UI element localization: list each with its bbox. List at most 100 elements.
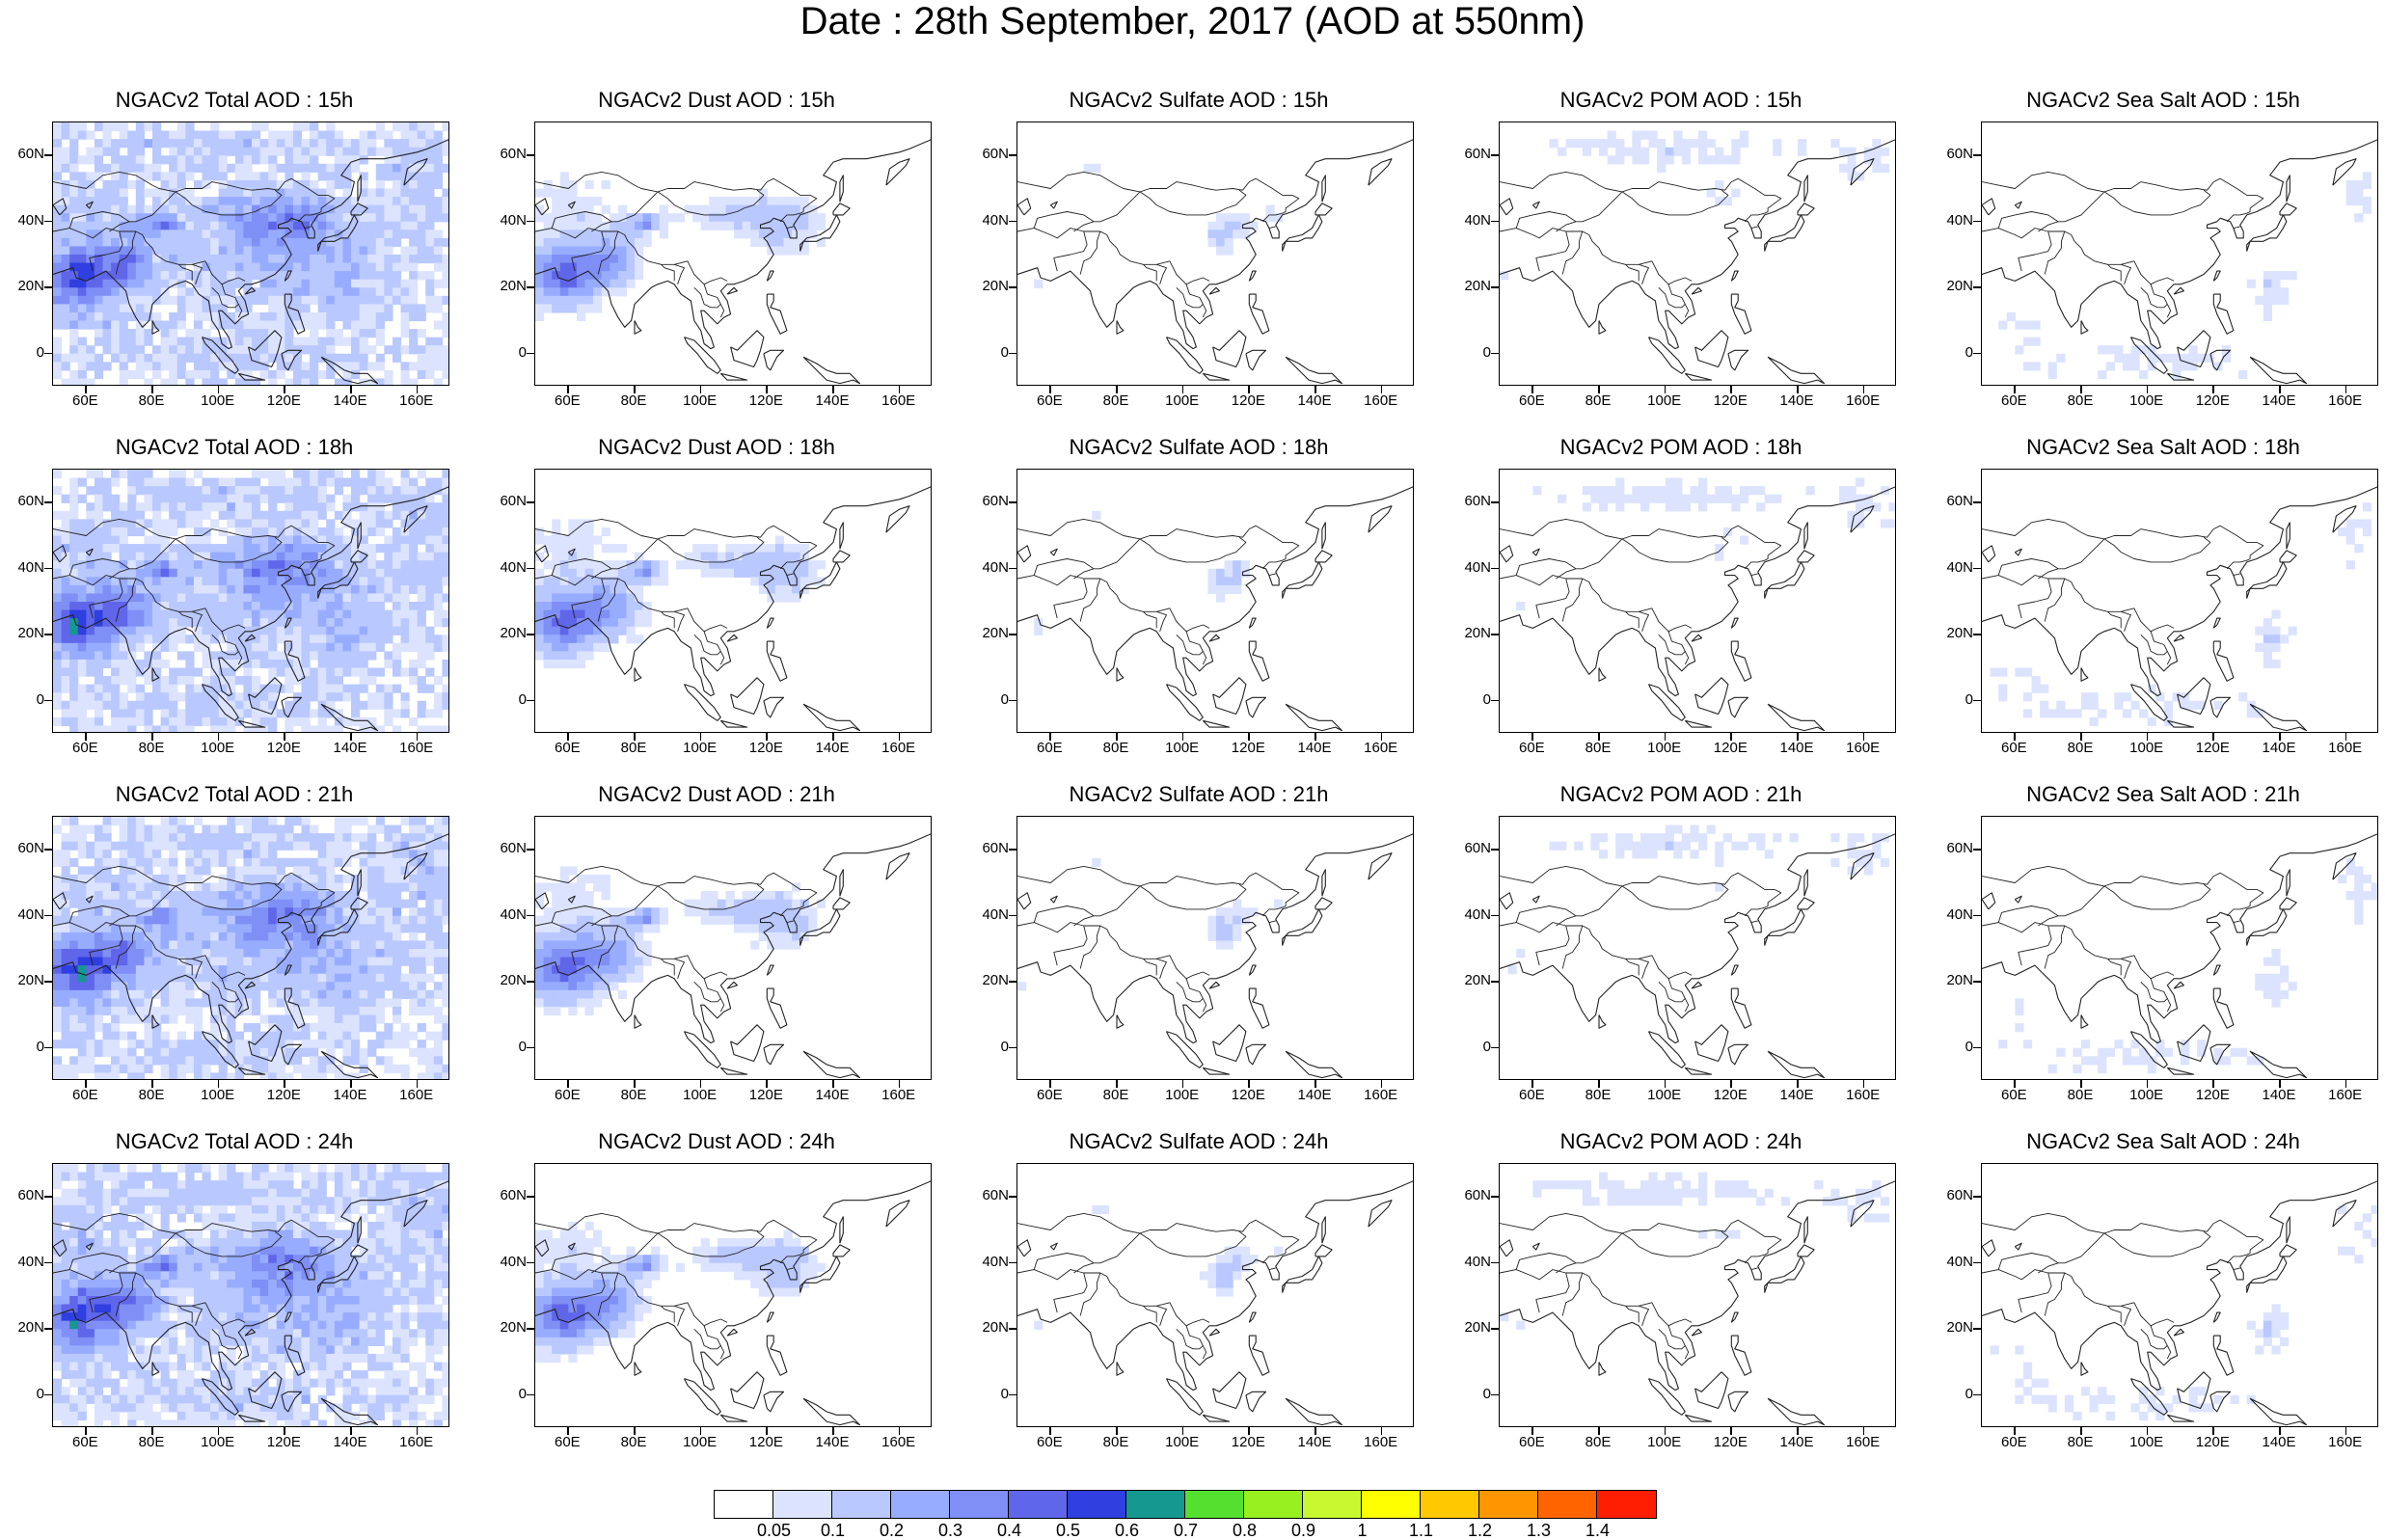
longitude-tick [2080, 386, 2082, 393]
panel-title: NGACv2 Sea Salt AOD : 24h [1929, 1128, 2385, 1155]
latitude-tick [527, 221, 534, 223]
latitude-tick [527, 1262, 534, 1264]
longitude-tick-label: 80E [139, 1088, 165, 1103]
latitude-tick [1491, 1047, 1499, 1049]
latitude-tick-label: 40N [1946, 907, 1973, 923]
colorbar-swatch [1597, 1491, 1656, 1518]
longitude-tick-label: 140E [2262, 393, 2295, 409]
latitude-tick-label: 0 [1965, 692, 1973, 708]
longitude-tick-label: 120E [2196, 741, 2230, 756]
longitude-tick-label: 60E [555, 393, 581, 409]
colorbar-label: 0.7 [1174, 1521, 1198, 1540]
aod-field-map [1982, 817, 2378, 1080]
longitude-tick-label: 80E [1103, 393, 1129, 409]
latitude-tick-label: 0 [37, 1387, 44, 1402]
longitude-tick-label: 100E [1647, 393, 1681, 409]
longitude-tick [832, 733, 834, 741]
latitude-tick-label: 40N [1464, 907, 1491, 923]
coastlines [1500, 1180, 1896, 1425]
longitude-tick [1116, 1427, 1118, 1435]
longitude-tick [899, 1427, 901, 1435]
longitude-tick [1665, 386, 1667, 393]
latitude-tick-label: 20N [500, 973, 527, 988]
panel-title: NGACv2 Dust AOD : 15h [482, 87, 951, 114]
longitude-tick-label: 60E [1519, 393, 1545, 409]
latitude-tick-label: 20N [982, 279, 1009, 294]
longitude-tick [2212, 386, 2214, 393]
latitude-tick-label: 20N [1464, 626, 1491, 641]
colorbar-swatch [950, 1491, 1009, 1518]
longitude-tick [218, 733, 220, 741]
longitude-tick-label: 60E [1037, 741, 1063, 756]
longitude-tick [1381, 1427, 1383, 1435]
figure-title: Date : 28th September, 2017 (AOD at 550n… [0, 0, 2385, 42]
longitude-tick [2345, 1427, 2347, 1435]
latitude-tick-label: 0 [1965, 1387, 1973, 1402]
longitude-tick [1531, 386, 1533, 393]
colorbar-swatch [1362, 1491, 1421, 1518]
map-plot-area [52, 816, 449, 1080]
longitude-tick-label: 100E [1165, 1435, 1199, 1450]
latitude-tick-label: 0 [1483, 1040, 1491, 1055]
map-plot-area [1499, 469, 1896, 733]
aod-field-map [1500, 1164, 1896, 1427]
longitude-tick-label: 140E [1779, 741, 1813, 756]
longitude-tick-label: 60E [1519, 1088, 1545, 1103]
longitude-tick-label: 120E [1232, 741, 1265, 756]
latitude-tick [44, 634, 52, 635]
longitude-tick-label: 160E [1364, 393, 1397, 409]
longitude-tick-label: 140E [1297, 1088, 1331, 1103]
latitude-tick [1009, 700, 1016, 702]
longitude-tick-label: 140E [333, 1435, 366, 1450]
map-plot-area [1016, 469, 1414, 733]
longitude-tick-label: 80E [2068, 393, 2094, 409]
longitude-tick [1182, 733, 1184, 741]
latitude-tick [1491, 501, 1499, 503]
map-plot-area [534, 1163, 932, 1427]
latitude-tick-label: 60N [500, 1188, 527, 1203]
panel-title: NGACv2 Sea Salt AOD : 21h [1929, 781, 2385, 808]
map-plot-area [52, 469, 449, 733]
latitude-tick-label: 20N [1464, 973, 1491, 988]
latitude-tick-label: 60N [982, 494, 1009, 509]
latitude-tick [1973, 849, 1981, 851]
longitude-tick [899, 733, 901, 741]
longitude-tick-label: 160E [399, 1088, 433, 1103]
panel-title: NGACv2 POM AOD : 18h [1447, 434, 1915, 461]
latitude-tick-label: 40N [500, 1255, 527, 1270]
latitude-tick [1973, 501, 1981, 503]
longitude-tick-label: 80E [621, 741, 647, 756]
latitude-tick [1973, 221, 1981, 223]
longitude-tick [284, 386, 285, 393]
panel-title: NGACv2 POM AOD : 24h [1447, 1128, 1915, 1155]
longitude-tick-label: 140E [1779, 1435, 1813, 1450]
longitude-tick-label: 140E [333, 393, 366, 409]
aod-grid-cells [53, 1164, 449, 1427]
longitude-tick-label: 100E [1647, 1435, 1681, 1450]
longitude-tick-label: 60E [2001, 741, 2027, 756]
aod-grid-cells [1034, 164, 1283, 288]
longitude-tick [832, 386, 834, 393]
aod-field-map [1982, 470, 2378, 733]
latitude-tick [1491, 353, 1499, 355]
latitude-tick-label: 40N [982, 213, 1009, 229]
latitude-tick-label: 20N [1946, 1320, 1973, 1336]
latitude-tick [1009, 501, 1016, 503]
longitude-tick-label: 140E [1779, 393, 1813, 409]
latitude-tick [1491, 1196, 1499, 1198]
latitude-tick-label: 60N [1464, 494, 1491, 509]
latitude-tick [1491, 981, 1499, 983]
latitude-tick-label: 0 [1965, 1040, 1973, 1055]
longitude-tick-label: 100E [2129, 1435, 2163, 1450]
aod-field-map [53, 122, 449, 386]
latitude-tick [1973, 634, 1981, 635]
aod-grid-cells [1500, 1173, 1889, 1330]
longitude-tick [634, 733, 636, 741]
colorbar-label: 0.5 [1056, 1521, 1080, 1540]
longitude-tick [1248, 1080, 1250, 1088]
latitude-tick-label: 40N [1946, 1255, 1973, 1270]
longitude-tick [1730, 386, 1732, 393]
map-plot-area [534, 122, 932, 386]
longitude-tick [766, 733, 768, 741]
